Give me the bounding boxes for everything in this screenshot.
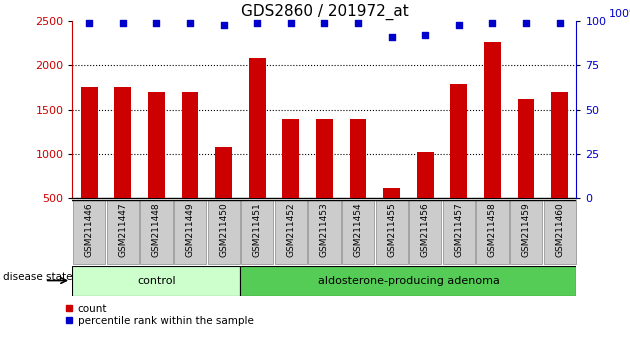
Bar [215,147,232,198]
Point [84,20,94,26]
Bar [106,200,139,264]
Bar [207,200,240,264]
Bar [73,200,105,264]
Text: GSM211451: GSM211451 [253,202,261,257]
Bar [476,200,508,264]
Bar [249,57,266,198]
Point [521,20,531,26]
Text: GSM211452: GSM211452 [287,202,295,257]
Bar [81,87,98,198]
Point [420,33,430,38]
Point [185,20,195,26]
Text: 100%: 100% [609,10,630,19]
Bar [551,92,568,198]
Text: GSM211457: GSM211457 [454,202,463,257]
Text: control: control [137,275,176,286]
Bar [443,200,475,264]
Point [151,20,161,26]
Text: GSM211458: GSM211458 [488,202,497,257]
Text: GSM211455: GSM211455 [387,202,396,257]
Point [353,20,363,26]
Bar [241,200,273,264]
Text: GSM211449: GSM211449 [186,202,195,257]
Text: GSM211460: GSM211460 [555,202,564,257]
Bar [174,200,206,264]
Point [554,20,564,26]
Bar [544,200,576,264]
Text: GSM211456: GSM211456 [421,202,430,257]
Text: GSM211447: GSM211447 [118,202,127,257]
Bar [417,152,433,198]
Point [286,20,296,26]
Text: GSM211446: GSM211446 [85,202,94,257]
Bar [375,200,408,264]
Point [454,22,464,28]
Text: GSM211450: GSM211450 [219,202,228,257]
Text: GSM211459: GSM211459 [522,202,530,257]
Text: aldosterone-producing adenoma: aldosterone-producing adenoma [318,275,500,286]
Bar [115,87,131,198]
Bar [181,92,198,198]
Point [252,20,262,26]
Bar [518,99,534,198]
Bar [383,188,400,198]
Text: GSM211448: GSM211448 [152,202,161,257]
Bar [342,200,374,264]
Bar [72,266,241,296]
Bar [140,200,173,264]
Bar [350,119,367,198]
Text: disease state: disease state [3,272,72,282]
Bar [409,200,442,264]
Point [488,20,498,26]
Bar [316,120,333,198]
Point [319,20,329,26]
Text: GSM211453: GSM211453 [320,202,329,257]
Bar [275,200,307,264]
Bar [450,84,467,198]
Point [387,34,397,40]
Bar [241,266,576,296]
Legend: count, percentile rank within the sample: count, percentile rank within the sample [65,304,253,326]
Bar [484,42,501,198]
Text: GSM211454: GSM211454 [353,202,362,257]
Title: GDS2860 / 201972_at: GDS2860 / 201972_at [241,4,408,20]
Bar [308,200,341,264]
Point [219,22,229,28]
Point [118,20,128,26]
Bar [282,120,299,198]
Bar [148,92,165,198]
Bar [510,200,542,264]
